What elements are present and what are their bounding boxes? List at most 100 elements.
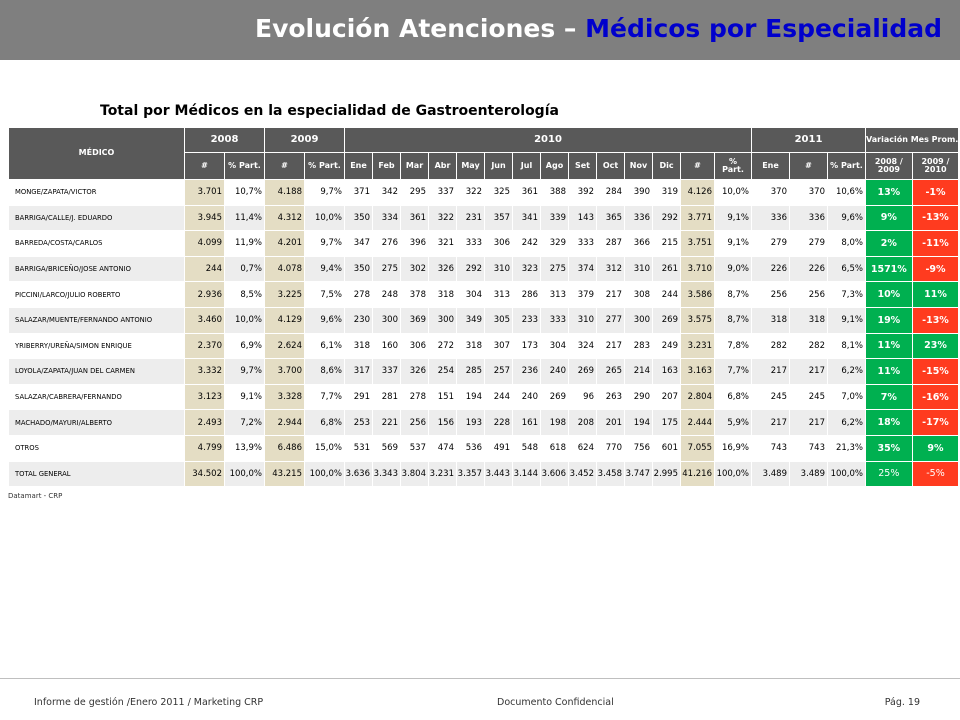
table-cell: 256 <box>789 281 828 308</box>
table-cell: 34.502 <box>184 460 225 488</box>
table-cell: 201 <box>596 409 625 436</box>
table-cell: 3.443 <box>484 460 513 488</box>
table-cell: 339 <box>540 204 569 232</box>
table-cell: 217 <box>751 409 790 436</box>
month-header-set: Set <box>568 152 597 180</box>
table-cell: 283 <box>624 332 653 360</box>
table-cell: 3.332 <box>184 358 225 385</box>
variation-2008-2009: 35% <box>865 434 913 462</box>
table-cell: 8,1% <box>827 332 866 360</box>
table-cell: 347 <box>344 230 373 257</box>
table-cell: 160 <box>372 332 401 360</box>
table-cell: 306 <box>484 230 513 257</box>
table-cell: 291 <box>344 383 373 411</box>
table-cell: 10,6% <box>827 179 866 206</box>
variation-2009-2010: -13% <box>911 306 960 334</box>
table-cell: 8,7% <box>714 306 752 334</box>
table-cell: 7,8% <box>714 332 752 360</box>
table-cell: 3.606 <box>540 460 569 488</box>
table-cell: 9,1% <box>714 230 752 257</box>
table-cell: 0,7% <box>224 255 265 283</box>
table-cell: 96 <box>568 383 597 411</box>
table-cell: 275 <box>540 255 569 283</box>
table-cell: 9,1% <box>714 204 752 232</box>
table-cell: 3.751 <box>680 230 715 257</box>
table-cell: 388 <box>540 179 569 206</box>
table-cell: 2.493 <box>184 409 225 436</box>
table-row: SALAZAR/CABRERA/FERNANDO 3.123 9,1% 3.328 7,… <box>8 383 960 411</box>
variation-2008-2009: 1571% <box>865 255 913 283</box>
table-cell: 321 <box>428 230 457 257</box>
table-cell: 10,7% <box>224 179 265 206</box>
col-header-2011-ene: Ene <box>751 152 790 180</box>
table-cell: 228 <box>484 409 513 436</box>
table-cell: 770 <box>596 434 625 462</box>
table-cell: 215 <box>652 230 681 257</box>
table-cell: 2.624 <box>264 332 305 360</box>
table-cell: 3.575 <box>680 306 715 334</box>
table-cell: 743 <box>751 434 790 462</box>
col-header-2011-part: % Part. <box>827 152 866 180</box>
table-cell: 8,5% <box>224 281 265 308</box>
medico-name: TOTAL GENERAL <box>8 460 185 488</box>
table-cell: 207 <box>652 383 681 411</box>
table-cell: 7,2% <box>224 409 265 436</box>
table-cell: 3.700 <box>264 358 305 385</box>
table-cell: 390 <box>624 179 653 206</box>
table-cell: 4.799 <box>184 434 225 462</box>
table-cell: 11,4% <box>224 204 265 232</box>
table-cell: 341 <box>512 204 541 232</box>
table-cell: 175 <box>652 409 681 436</box>
table-cell: 8,7% <box>714 281 752 308</box>
table-cell: 217 <box>596 281 625 308</box>
table-cell: 265 <box>596 358 625 385</box>
table-cell: 41.216 <box>680 460 715 488</box>
table-cell: 310 <box>624 255 653 283</box>
table-cell: 9,7% <box>304 179 345 206</box>
table-cell: 370 <box>751 179 790 206</box>
table-cell: 536 <box>456 434 485 462</box>
table-cell: 249 <box>652 332 681 360</box>
table-cell: 318 <box>751 306 790 334</box>
table-cell: 324 <box>568 332 597 360</box>
table-cell: 334 <box>372 204 401 232</box>
table-cell: 3.231 <box>680 332 715 360</box>
source-note: Datamart - CRP <box>8 492 63 500</box>
table-cell: 3.144 <box>512 460 541 488</box>
table-cell: 313 <box>484 281 513 308</box>
table-row: BARREDA/COSTA/CARLOS 4.099 11,9% 4.201 9,7% 3… <box>8 230 960 257</box>
month-header-oct: Oct <box>596 152 625 180</box>
medicos-table: MÉDICO 2008 2009 2010 2011 Variación Mes… <box>8 127 960 488</box>
medico-name: SALAZAR/CABRERA/FERNANDO <box>8 383 185 411</box>
table-cell: 333 <box>456 230 485 257</box>
table-cell: 275 <box>372 255 401 283</box>
table-cell: 4.099 <box>184 230 225 257</box>
table-cell: 370 <box>789 179 828 206</box>
table-cell: 325 <box>484 179 513 206</box>
table-cell: 286 <box>512 281 541 308</box>
table-cell: 300 <box>624 306 653 334</box>
table-cell: 312 <box>596 255 625 283</box>
table-cell: 3.357 <box>456 460 485 488</box>
page-title-main: Evolución Atenciones – <box>255 14 586 43</box>
table-cell: 474 <box>428 434 457 462</box>
table-cell: 4.201 <box>264 230 305 257</box>
var-header-2008-2009: 2008 / 2009 <box>865 152 913 180</box>
table-cell: 231 <box>456 204 485 232</box>
month-header-jun: Jun <box>484 152 513 180</box>
table-cell: 322 <box>428 204 457 232</box>
footer-confidential: Documento Confidencial <box>497 697 614 708</box>
table-cell: 254 <box>428 358 457 385</box>
month-header-ago: Ago <box>540 152 569 180</box>
table-cell: 601 <box>652 434 681 462</box>
table-cell: 245 <box>789 383 828 411</box>
variation-2009-2010: 11% <box>911 281 960 308</box>
table-cell: 279 <box>789 230 828 257</box>
table-cell: 618 <box>540 434 569 462</box>
table-cell: 7,7% <box>304 383 345 411</box>
table-cell: 21,3% <box>827 434 866 462</box>
footer-report-info: Informe de gestión /Enero 2011 / Marketi… <box>34 697 264 708</box>
table-cell: 269 <box>652 306 681 334</box>
medico-name: MONGE/ZAPATA/VICTOR <box>8 179 185 206</box>
table-cell: 208 <box>568 409 597 436</box>
